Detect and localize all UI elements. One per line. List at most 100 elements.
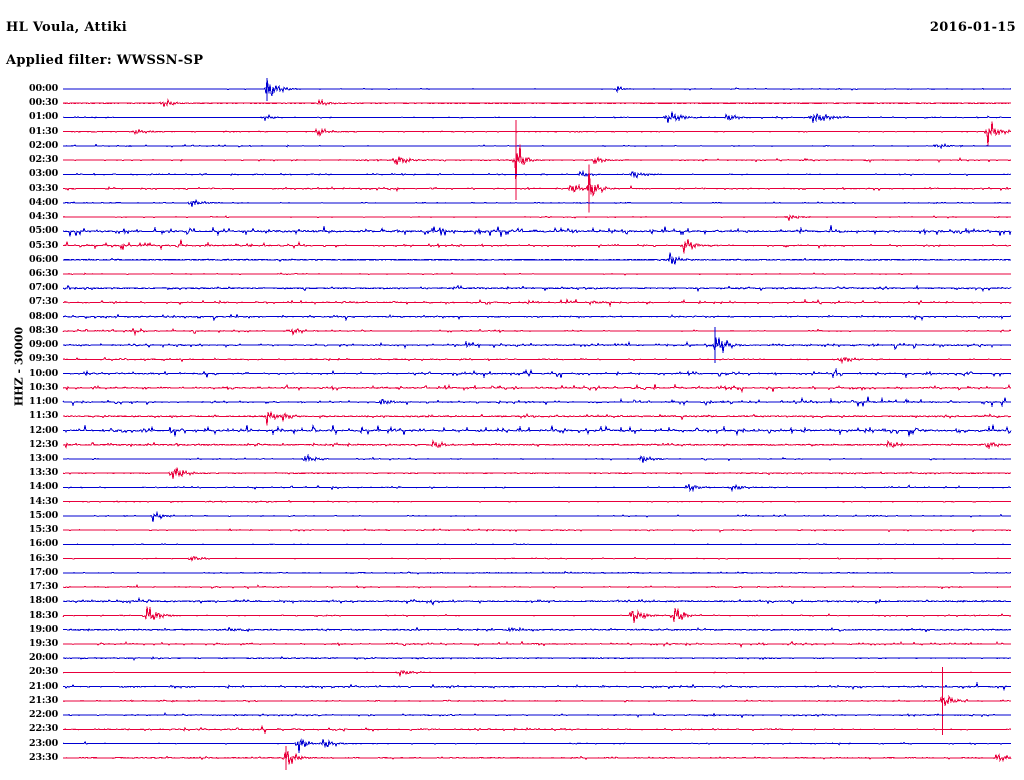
time-label-1700: 17:00 (29, 566, 58, 578)
seismic-trace (62, 356, 1012, 365)
time-label-1000: 10:00 (29, 367, 58, 379)
seismic-trace (62, 669, 1012, 677)
seismic-trace (62, 751, 1012, 765)
seismic-trace (62, 467, 1012, 480)
seismic-trace (62, 383, 1012, 394)
seismic-trace (62, 327, 1012, 337)
time-label-0830: 08:30 (29, 324, 58, 336)
seismic-trace (62, 724, 1012, 735)
seismic-trace (62, 499, 1012, 504)
time-label-0500: 05:00 (29, 225, 58, 237)
time-label-0100: 01:00 (29, 111, 58, 123)
time-label-1100: 11:00 (29, 396, 58, 408)
seismic-trace (62, 543, 1012, 546)
time-label-0230: 02:30 (29, 154, 58, 166)
seismic-trace (62, 313, 1012, 322)
time-label-0630: 06:30 (29, 267, 58, 279)
time-label-1630: 16:30 (29, 552, 58, 564)
seismic-trace (62, 439, 1012, 450)
seismic-trace (62, 424, 1012, 437)
time-label-0800: 08:00 (29, 310, 58, 322)
seismic-trace (62, 596, 1012, 606)
time-label-0900: 09:00 (29, 339, 58, 351)
seismic-trace (62, 284, 1012, 293)
seismic-trace (62, 169, 1012, 179)
time-label-1500: 15:00 (29, 509, 58, 521)
seismic-trace (63, 79, 1012, 97)
time-label-1030: 10:30 (29, 381, 58, 393)
seismic-trace (62, 144, 1012, 184)
time-label-2300: 23:00 (29, 737, 58, 749)
time-label-0700: 07:00 (29, 282, 58, 294)
time-label-0030: 00:30 (29, 97, 58, 109)
seismic-trace (62, 655, 1012, 662)
time-label-0600: 06:00 (29, 253, 58, 265)
seismic-trace (63, 198, 1012, 207)
seismic-trace (62, 396, 1012, 408)
time-label-1130: 11:30 (29, 410, 58, 422)
seismic-trace (62, 272, 1012, 276)
seismic-trace (62, 527, 1012, 533)
time-label-1300: 13:00 (29, 452, 58, 464)
time-label-0400: 04:00 (29, 196, 58, 208)
time-label-1530: 15:30 (29, 524, 58, 536)
seismic-trace (62, 695, 1012, 706)
seismic-trace (62, 337, 1012, 353)
time-label-1900: 19:00 (29, 623, 58, 635)
seismic-trace (62, 738, 1012, 754)
seismic-trace (62, 584, 1012, 590)
time-label-1430: 14:30 (29, 495, 58, 507)
seismic-trace (62, 214, 1012, 221)
record-date: 2016-01-15 (929, 20, 1016, 35)
seismic-trace (62, 252, 1012, 265)
time-label-1730: 17:30 (29, 581, 58, 593)
seismic-trace (62, 121, 1012, 147)
seismic-trace (62, 640, 1012, 649)
seismic-trace (62, 111, 1012, 124)
seismic-trace (62, 606, 1012, 624)
time-label-0000: 00:00 (29, 83, 58, 94)
time-label-2200: 22:00 (29, 709, 58, 721)
time-label-0300: 03:00 (29, 168, 58, 180)
time-label-0430: 04:30 (29, 211, 58, 223)
time-label-1400: 14:00 (29, 481, 58, 493)
station-title: HL Voula, Attiki (6, 20, 127, 35)
time-label-1600: 16:00 (29, 538, 58, 550)
time-label-1230: 12:30 (29, 438, 58, 450)
seismic-trace (62, 98, 1012, 107)
seismic-trace (62, 367, 1012, 379)
time-label-1930: 19:30 (29, 637, 58, 649)
trace-canvas (62, 78, 1012, 770)
seismic-trace (62, 143, 1012, 150)
time-label-0200: 02:00 (29, 139, 58, 151)
time-label-0730: 07:30 (29, 296, 58, 308)
seismic-trace (62, 712, 1012, 719)
time-label-2100: 21:00 (29, 680, 58, 692)
seismic-trace (62, 297, 1012, 308)
time-label-0130: 01:30 (29, 125, 58, 137)
helicorder-plot: 00:00 00:30 01:00 01:30 02:00 02:30 03:00 03:30… (0, 78, 1024, 776)
time-label-1800: 18:00 (29, 595, 58, 607)
time-label-2230: 22:30 (29, 723, 58, 735)
seismic-trace (62, 681, 1012, 692)
time-label-0530: 05:30 (29, 239, 58, 251)
time-label-0330: 03:30 (29, 182, 58, 194)
seismic-trace (62, 626, 1012, 633)
seismic-trace (62, 453, 1012, 464)
time-label-2130: 21:30 (29, 694, 58, 706)
seismic-trace (62, 225, 1012, 237)
time-label-2000: 20:00 (29, 652, 58, 664)
seismic-trace (62, 170, 1012, 197)
seismic-trace (62, 570, 1012, 575)
applied-filter-label: Applied filter: WWSSN-SP (6, 53, 204, 68)
time-label-1200: 12:00 (29, 424, 58, 436)
time-label-1830: 18:30 (29, 609, 58, 621)
seismic-trace (62, 555, 1012, 562)
time-label-1330: 13:30 (29, 467, 58, 479)
seismic-trace (62, 510, 1012, 523)
seismic-trace (62, 483, 1012, 493)
time-label-0930: 09:30 (29, 353, 58, 365)
seismic-trace (62, 411, 1012, 426)
seismic-trace (62, 238, 1012, 254)
